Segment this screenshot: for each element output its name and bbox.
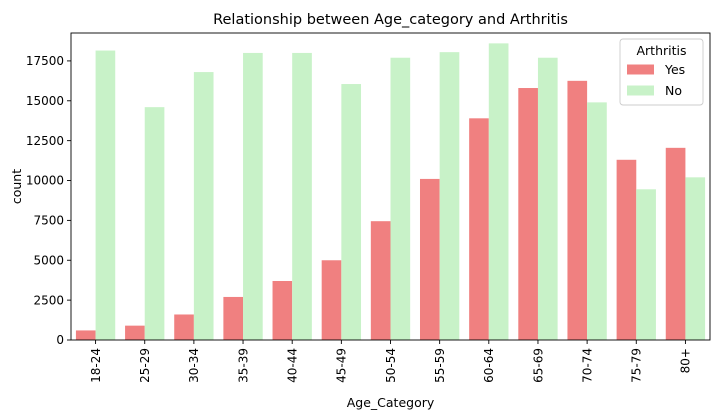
bar-no-18-24 (95, 50, 116, 340)
legend: Arthritis Yes No (619, 38, 704, 106)
legend-swatch-yes (627, 64, 654, 75)
y-axis-title: count (9, 169, 24, 204)
y-tick-label: 5000 (33, 253, 64, 267)
x-tick-label: 30-34 (187, 348, 201, 383)
x-tick-label: 35-39 (236, 348, 250, 383)
y-tick-label: 10000 (26, 174, 64, 188)
bar-no-25-29 (144, 107, 165, 340)
x-tick-label: 18-24 (89, 348, 103, 383)
bar-yes-50-54 (370, 221, 391, 340)
bar-no-45-49 (341, 84, 362, 340)
x-tick-label: 75-79 (630, 348, 644, 383)
y-axis: 0 2500 5000 7500 10000 12500 15000 17500 (26, 54, 71, 347)
y-tick-label: 17500 (26, 54, 64, 68)
y-tick-label: 15000 (26, 94, 64, 108)
bar-yes-25-29 (125, 325, 145, 340)
bar-no-50-54 (390, 57, 411, 340)
bar-no-80+ (685, 177, 706, 340)
y-tick-label: 12500 (26, 134, 64, 148)
y-tick-label: 2500 (33, 293, 64, 307)
legend-swatch-no (627, 85, 654, 96)
legend-label-yes: Yes (664, 62, 685, 77)
x-tick-label: 25-29 (138, 348, 152, 383)
x-tick-label: 65-69 (531, 348, 545, 383)
bar-yes-18-24 (75, 330, 96, 340)
x-tick-label: 80+ (679, 348, 693, 373)
x-axis: 18-24 25-29 30-34 35-39 40-44 45-49 50-54 55-59… (89, 340, 693, 383)
x-tick-label: 70-74 (580, 348, 594, 383)
bar-no-60-64 (488, 43, 509, 341)
bar-no-75-79 (636, 189, 656, 340)
x-tick-label: 50-54 (384, 348, 398, 383)
bar-no-40-44 (292, 52, 312, 340)
bar-yes-60-64 (469, 118, 489, 340)
bar-no-55-59 (439, 52, 460, 340)
bar-yes-35-39 (223, 296, 244, 340)
bar-yes-65-69 (518, 88, 538, 341)
bar-yes-45-49 (321, 260, 342, 340)
bar-no-65-69 (537, 57, 558, 340)
bar-no-35-39 (243, 52, 263, 340)
bar-no-70-74 (587, 102, 607, 341)
x-tick-label: 40-44 (285, 348, 299, 383)
legend-label-no: No (665, 83, 682, 98)
bar-yes-40-44 (272, 280, 293, 340)
x-tick-label: 60-64 (482, 348, 496, 383)
bar-yes-55-59 (419, 178, 440, 340)
chart-title: Relationship between Age_category and Ar… (213, 12, 568, 28)
y-tick-label: 0 (56, 333, 64, 347)
x-tick-label: 45-49 (335, 348, 349, 383)
bar-yes-75-79 (616, 159, 637, 340)
legend-title: Arthritis (636, 43, 686, 58)
bar-yes-30-34 (174, 314, 194, 340)
x-axis-title: Age_Category (347, 395, 435, 410)
plot-frame (70, 32, 711, 341)
bar-yes-80+ (665, 147, 686, 340)
bar-yes-70-74 (567, 80, 588, 340)
x-tick-label: 55-59 (433, 348, 447, 383)
y-tick-label: 7500 (33, 214, 64, 228)
bars-group (75, 43, 706, 341)
bar-no-30-34 (193, 72, 214, 340)
